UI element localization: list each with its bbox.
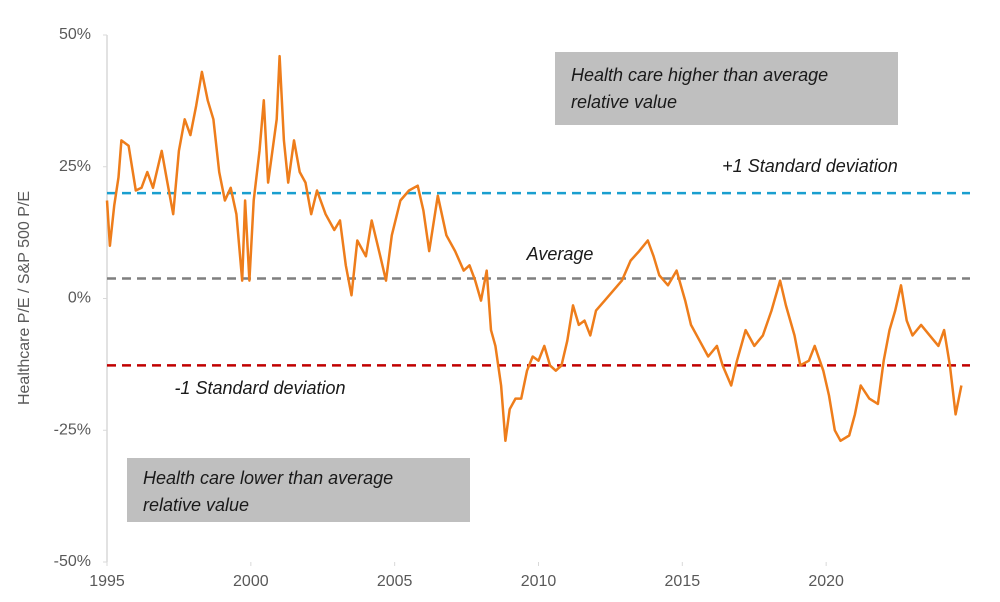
annotation-box: Health care higher than average relative… <box>555 52 898 125</box>
y-tick-label: 0% <box>68 290 91 307</box>
y-tick-label: -25% <box>54 421 91 438</box>
x-tick-label: 1995 <box>89 573 125 590</box>
annotation-box: Health care lower than average relative … <box>127 458 470 522</box>
reference-label: +1 Standard deviation <box>722 156 898 176</box>
reference-label: -1 Standard deviation <box>174 378 345 398</box>
y-tick-label: 50% <box>59 26 91 43</box>
x-tick-label: 2020 <box>808 573 844 590</box>
y-axis-label: Healthcare P/E / S&P 500 P/E <box>16 191 33 405</box>
y-tick-label: 25% <box>59 158 91 175</box>
x-tick-label: 2015 <box>665 573 701 590</box>
x-tick-label: 2000 <box>233 573 269 590</box>
x-tick-label: 2005 <box>377 573 413 590</box>
y-tick-label: -50% <box>54 553 91 570</box>
reference-label: Average <box>526 244 594 264</box>
data-line <box>105 54 963 443</box>
x-tick-label: 2010 <box>521 573 557 590</box>
